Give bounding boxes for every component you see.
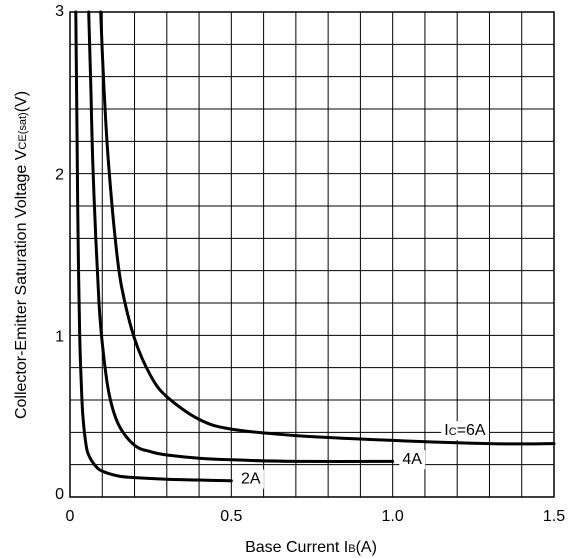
series-label-6a: IC=6A (444, 422, 486, 439)
tick-layer: 0 0.5 1.0 1.5 0 1 2 3 (55, 3, 565, 525)
x-axis-title-unit: (A) (356, 539, 377, 556)
y-tick-label: 3 (55, 3, 64, 20)
series-label-background (238, 469, 264, 489)
label-layer: 2A 4A IC=6A (238, 421, 489, 489)
plot-frame (69, 11, 555, 498)
series-layer (74, 10, 556, 483)
x-axis-title-main: Base Current I (245, 539, 348, 556)
x-tick-label: 0.5 (220, 508, 242, 525)
series-label-value: 2A (241, 471, 261, 488)
series-line-4a (87, 10, 395, 464)
y-axis-title: Collector-Emitter Saturation Voltage VCE… (13, 91, 30, 419)
series-label-background (399, 450, 426, 470)
y-tick-label: 2 (55, 167, 64, 184)
x-tick-label: 0 (66, 508, 75, 525)
series-line-2a (74, 10, 233, 483)
y-axis-title-subscript: CE(sat) (17, 112, 29, 149)
x-axis-title-subscript: B (348, 543, 355, 555)
grid-layer (69, 11, 555, 498)
x-axis-title: Base Current IB(A) (245, 539, 377, 556)
x-tick-label: 1.0 (382, 508, 404, 525)
x-tick-label: 1.5 (543, 508, 565, 525)
series-label-subscript: C (449, 426, 457, 438)
series-label-value: =6A (457, 422, 486, 439)
series-label-value: 4A (402, 451, 422, 468)
y-axis-title-unit: (V) (13, 91, 30, 112)
series-label-2a: 2A (241, 471, 261, 488)
series-label-background (441, 421, 489, 441)
series-line-6a (99, 10, 556, 446)
series-label-main: I (444, 422, 448, 439)
y-tick-label: 1 (55, 328, 64, 345)
y-axis-title-main: Collector-Emitter Saturation Voltage V (13, 149, 30, 419)
series-label-4a: 4A (402, 451, 422, 468)
y-tick-label: 0 (55, 486, 64, 503)
